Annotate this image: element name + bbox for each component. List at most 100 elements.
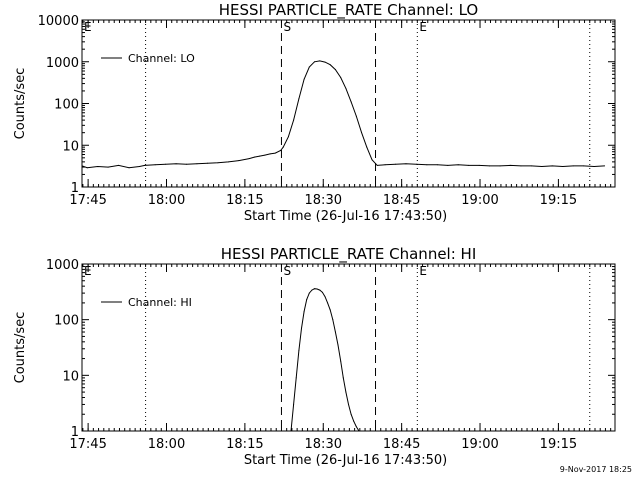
data-point-lo [562, 165, 564, 167]
y-tick-label-lo: 1000 [46, 56, 79, 71]
data-point-lo [405, 163, 407, 165]
data-point-lo [457, 164, 459, 166]
data-point-lo [86, 167, 88, 169]
data-point-hi [311, 289, 313, 291]
data-point-hi [350, 413, 352, 415]
chart-title-hi: HESSI PARTICLE_RATE Channel: HI [221, 245, 477, 264]
data-point-hi [319, 289, 321, 291]
data-point-lo [395, 163, 397, 165]
data-point-hi [358, 430, 360, 432]
x-axis-label-hi: Start Time (26-Jul-16 17:43:50) [244, 453, 447, 468]
data-point-lo [138, 165, 140, 167]
plot-frame-hi [81, 263, 616, 432]
data-point-hi [345, 391, 347, 393]
data-point-lo [447, 164, 449, 166]
data-point-lo [314, 61, 316, 63]
series-line-hi [290, 288, 360, 432]
data-point-hi [340, 360, 342, 362]
x-tick-label-lo: 17:45 [69, 193, 106, 208]
data-point-hi [308, 292, 310, 294]
y-tick-label-lo: 10 [62, 139, 79, 154]
data-point-lo [604, 165, 606, 167]
y-axis-label-hi: Counts/sec [13, 312, 28, 384]
legend-label-hi: Channel: HI [128, 296, 192, 309]
series-line-lo [81, 60, 605, 169]
data-point-lo [97, 165, 99, 167]
x-tick-label-lo: 18:15 [226, 193, 263, 208]
data-point-lo [345, 87, 347, 89]
data-point-hi [337, 344, 339, 346]
y-axis-label-lo: Counts/sec [13, 68, 28, 140]
data-point-hi [334, 331, 336, 333]
data-point-hi [355, 426, 357, 428]
data-point-lo [308, 66, 310, 68]
data-point-lo [128, 167, 130, 169]
x-tick-label-hi: 19:00 [461, 437, 498, 452]
marker-label-lo: E [84, 20, 92, 34]
data-point-lo [468, 164, 470, 166]
data-point-lo [489, 165, 491, 167]
data-point-lo [324, 61, 326, 63]
y-tick-label-lo: 1 [71, 181, 79, 196]
data-point-lo [319, 60, 321, 62]
data-point-lo [303, 78, 305, 80]
y-tick-label-hi: 1 [71, 425, 79, 440]
x-tick-label-lo: 18:45 [383, 193, 420, 208]
data-point-lo [206, 162, 208, 164]
data-point-lo [436, 164, 438, 166]
data-point-hi [303, 311, 305, 313]
x-tick-label-hi: 18:30 [305, 437, 342, 452]
data-point-hi [290, 430, 292, 432]
y-tick-label-hi: 1000 [46, 258, 79, 273]
data-point-lo [499, 165, 501, 167]
x-tick-label-lo: 18:30 [305, 193, 342, 208]
data-point-lo [340, 76, 342, 78]
data-point-lo [334, 69, 336, 71]
x-axis-label-lo: Start Time (26-Jul-16 17:43:50) [244, 209, 447, 224]
footer-timestamp: 9-Nov-2017 18:25 [559, 465, 632, 474]
data-point-hi [353, 420, 355, 422]
data-point-lo [227, 161, 229, 163]
data-point-lo [175, 163, 177, 165]
y-tick-label-lo: 100 [54, 98, 79, 113]
data-point-lo [298, 98, 300, 100]
data-point-hi [293, 403, 295, 405]
marker-label-hi: E [84, 264, 92, 278]
data-point-hi [342, 377, 344, 379]
data-point-lo [376, 164, 378, 166]
data-point-hi [332, 319, 334, 321]
data-point-hi [321, 291, 323, 293]
data-point-lo [118, 164, 120, 166]
data-point-hi [327, 302, 329, 304]
data-point-lo [196, 163, 198, 165]
y-tick-label-lo: 10000 [38, 14, 79, 29]
x-tick-label-hi: 19:15 [540, 437, 577, 452]
data-point-lo [520, 165, 522, 167]
data-point-hi [314, 288, 316, 290]
marker-label-lo: S [283, 20, 291, 34]
data-point-lo [509, 164, 511, 166]
y-tick-label-hi: 100 [54, 314, 79, 329]
data-point-hi [298, 349, 300, 351]
data-point-lo [551, 165, 553, 167]
data-point-lo [384, 164, 386, 166]
data-point-lo [238, 160, 240, 162]
data-point-lo [350, 101, 352, 103]
data-point-hi [306, 299, 308, 301]
data-point-lo [264, 154, 266, 156]
data-point-hi [329, 309, 331, 311]
x-tick-label-hi: 18:15 [226, 437, 263, 452]
marker-label-hi: S [283, 264, 291, 278]
data-point-lo [593, 165, 595, 167]
data-point-lo [253, 156, 255, 158]
data-point-lo [186, 163, 188, 165]
data-point-hi [324, 296, 326, 298]
data-point-lo [280, 149, 282, 151]
data-point-lo [530, 165, 532, 167]
data-point-lo [259, 155, 261, 157]
legend-label-lo: Channel: LO [128, 52, 195, 65]
data-point-lo [426, 164, 428, 166]
data-point-lo [287, 136, 289, 138]
data-point-lo [371, 159, 373, 161]
data-point-lo [269, 153, 271, 155]
